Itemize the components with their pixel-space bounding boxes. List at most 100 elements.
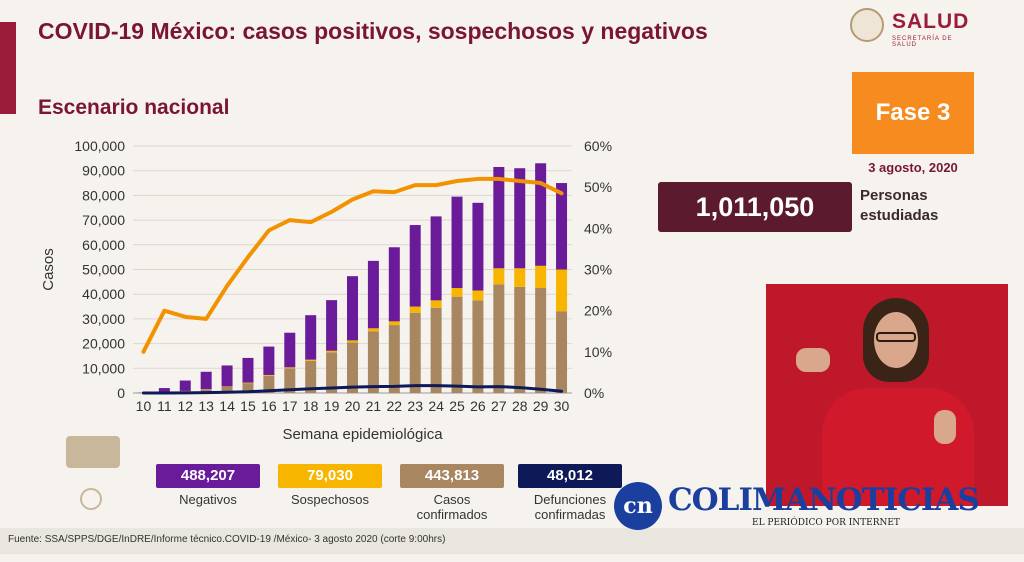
bar-casos-confirmados xyxy=(514,286,526,393)
y2-tick-label: 20% xyxy=(584,303,612,319)
x-tick-label: 26 xyxy=(470,398,486,414)
bar-negativos xyxy=(347,276,358,341)
colimanoticias-watermark: cn COLIMANOTICIAS EL PERIÓDICO POR INTER… xyxy=(610,480,980,536)
y2-tick-label: 10% xyxy=(584,344,612,360)
bar-sospechosos xyxy=(472,290,484,301)
bar-sospechosos xyxy=(535,265,547,289)
y-tick-label: 60,000 xyxy=(82,237,125,253)
bar-sospechosos xyxy=(430,300,442,308)
bar-negativos xyxy=(430,216,442,301)
bar-sospechosos xyxy=(556,269,568,312)
bar-sospechosos xyxy=(388,321,400,326)
phase-date: 3 agosto, 2020 xyxy=(868,160,958,175)
bar-casos-confirmados xyxy=(221,386,233,393)
bar-sospechosos xyxy=(409,306,421,313)
bar-negativos xyxy=(388,247,400,322)
line-positividad xyxy=(141,176,564,354)
bar-negativos xyxy=(493,166,505,269)
government-seal-icon xyxy=(80,488,102,510)
y2-tick-label: 50% xyxy=(584,179,612,195)
logo-text: SALUD xyxy=(892,10,970,33)
bar-negativos xyxy=(556,183,568,270)
x-tick-label: 15 xyxy=(240,398,256,414)
legend-defunciones: 48,012 Defunciones confirmadas xyxy=(518,464,622,522)
y-tick-label: 10,000 xyxy=(82,360,125,376)
bar-casos-confirmados xyxy=(367,331,379,393)
bar-negativos xyxy=(472,202,484,291)
line-defunciones xyxy=(141,384,564,395)
watermark-brand: COLIMANOTICIAS xyxy=(668,482,980,518)
x-tick-label: 24 xyxy=(428,398,444,414)
x-tick-label: 25 xyxy=(449,398,465,414)
y-tick-label: 90,000 xyxy=(82,163,125,179)
page-title: COVID-19 México: casos positivos, sospec… xyxy=(38,18,708,44)
y-axis-label: Casos xyxy=(40,248,57,291)
x-tick-label: 20 xyxy=(345,398,361,414)
bar-casos-confirmados xyxy=(451,296,463,393)
bar-sospechosos xyxy=(493,268,505,285)
bar-negativos xyxy=(305,315,317,360)
y-tick-label: 0 xyxy=(117,385,125,401)
bar-negativos xyxy=(535,163,547,266)
bar-negativos xyxy=(409,225,421,307)
legend-label: Sospechosos xyxy=(290,492,370,507)
x-axis-label: Semana epidemiológica xyxy=(282,426,443,443)
x-tick-label: 23 xyxy=(407,398,423,414)
legend-label: Defunciones confirmadas xyxy=(533,492,607,522)
bar-negativos xyxy=(158,388,170,393)
total-studied-value: 1,011,050 xyxy=(658,182,852,232)
legend-label: Casos confirmados xyxy=(416,492,488,522)
total-studied-label: Personas estudiadas xyxy=(860,186,938,226)
legend-value: 443,813 xyxy=(400,464,504,488)
bar-casos-confirmados xyxy=(263,375,275,393)
x-tick-label: 19 xyxy=(324,398,340,414)
interpreter-glasses xyxy=(876,332,916,342)
x-tick-label: 22 xyxy=(387,398,403,414)
x-tick-label: 21 xyxy=(366,398,382,414)
legend-label: Negativos xyxy=(179,492,237,507)
logo-subtext: SECRETARÍA DE SALUD xyxy=(892,36,953,48)
x-tick-label: 30 xyxy=(554,398,570,414)
legend-negativos: 488,207 Negativos xyxy=(156,464,260,507)
salud-logo: SALUD SECRETARÍA DE SALUD xyxy=(850,8,980,50)
bar-casos-confirmados xyxy=(430,307,442,393)
x-tick-label: 18 xyxy=(303,398,319,414)
bar-negativos xyxy=(221,365,233,387)
x-tick-label: 10 xyxy=(136,398,152,414)
y2-tick-label: 40% xyxy=(584,220,612,236)
legend-value: 79,030 xyxy=(278,464,382,488)
interpreter-body xyxy=(822,388,974,506)
bar-negativos xyxy=(367,260,379,329)
bar-negativos xyxy=(242,357,254,383)
x-tick-label: 28 xyxy=(512,398,528,414)
footer: Fuente: SSA/SPPS/DGE/InDRE/Informe técni… xyxy=(0,528,1024,554)
bar-casos-confirmados xyxy=(347,342,358,393)
x-tick-label: 14 xyxy=(219,398,235,414)
source-note: Fuente: SSA/SPPS/DGE/InDRE/Informe técni… xyxy=(8,534,446,545)
bar-casos-confirmados xyxy=(242,383,254,393)
watermark-tagline: EL PERIÓDICO POR INTERNET xyxy=(752,518,900,528)
bar-sospechosos xyxy=(263,374,275,376)
cases-chart: 0 10,000 20,000 30,000 40,000 50,000 60,000 70,… xyxy=(40,138,612,443)
bar-casos-confirmados xyxy=(409,312,421,393)
legend-value: 488,207 xyxy=(156,464,260,488)
bar-sospechosos xyxy=(305,359,317,361)
bar-sospechosos xyxy=(451,288,463,297)
bar-casos-confirmados xyxy=(493,284,505,393)
bar-casos-confirmados xyxy=(556,311,568,393)
bar-negativos xyxy=(514,168,526,269)
y-tick-label: 30,000 xyxy=(82,311,125,327)
bar-sospechosos xyxy=(347,340,358,343)
y-tick-label: 70,000 xyxy=(82,212,125,228)
y-tick-label: 50,000 xyxy=(82,262,125,278)
total-label-line1: Personas xyxy=(860,187,928,204)
bar-negativos xyxy=(451,196,463,289)
bar-sospechosos xyxy=(284,367,296,369)
bar-casos-confirmados xyxy=(305,360,317,393)
accent-bar xyxy=(0,22,16,114)
interpreter-hand-right xyxy=(934,410,956,444)
x-tick-label: 13 xyxy=(198,398,214,414)
bar-sospechosos xyxy=(367,328,379,332)
phase-badge: Fase 3 xyxy=(852,72,974,154)
legend-value: 48,012 xyxy=(518,464,622,488)
